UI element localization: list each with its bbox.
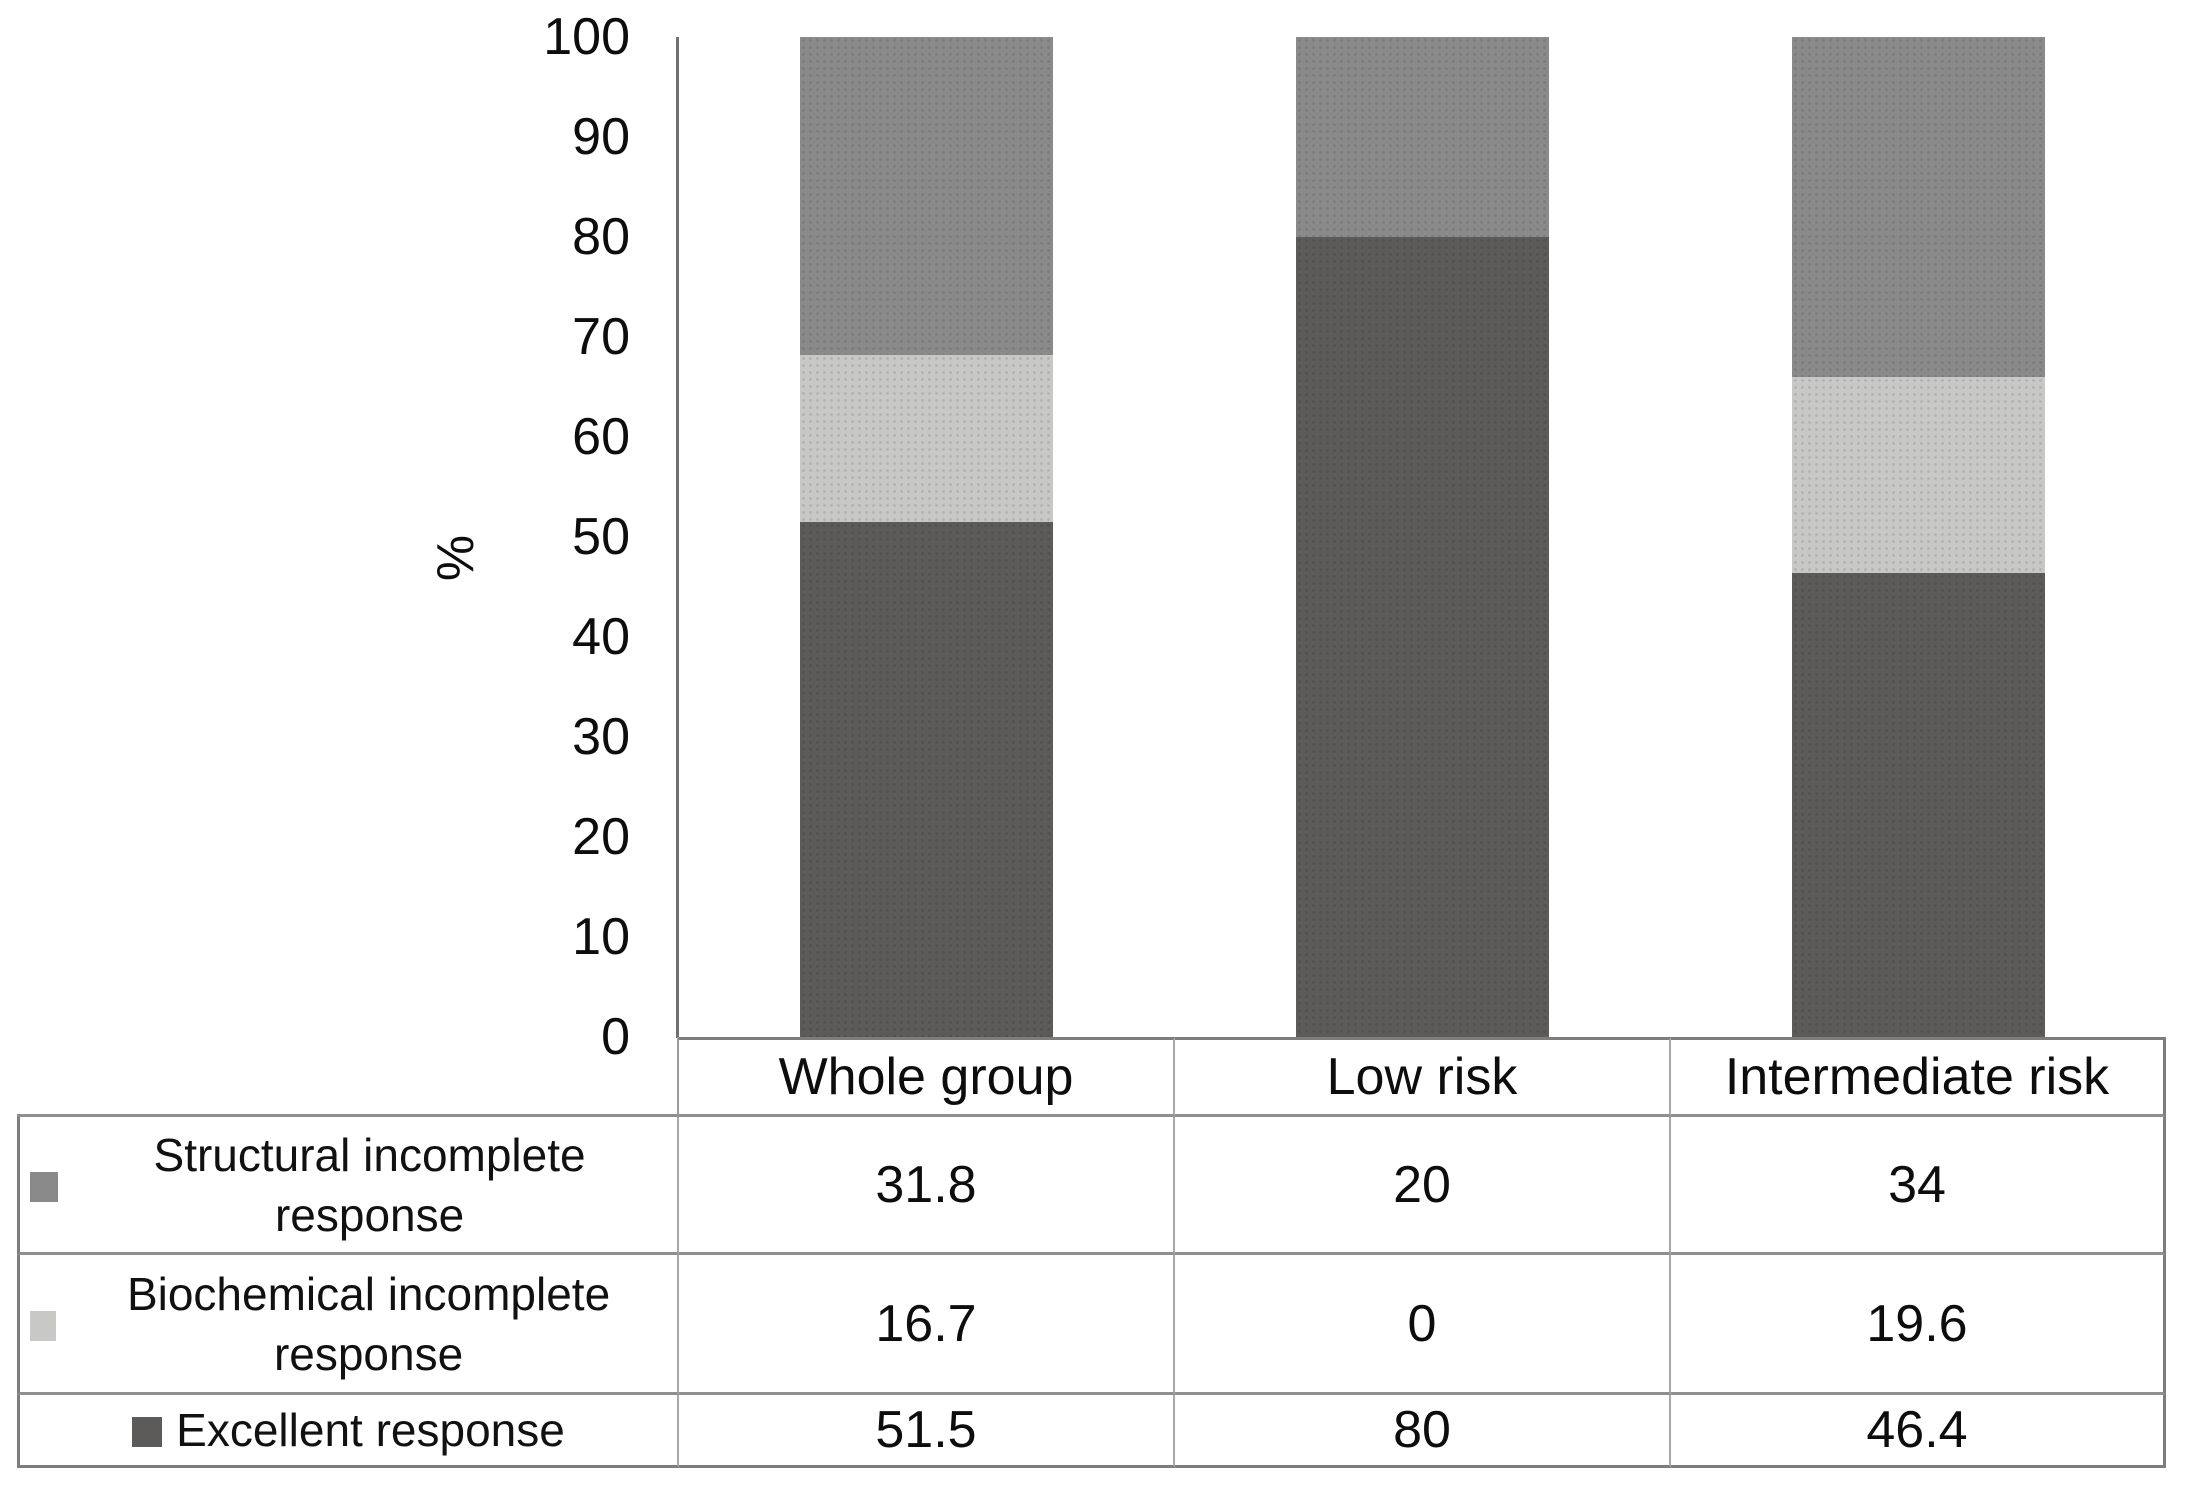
value-label: 80 xyxy=(1393,1401,1451,1459)
value-cell: 16.7 xyxy=(679,1255,1175,1395)
legend-cell: Excellent response xyxy=(17,1395,679,1468)
y-tick-label: 70 xyxy=(572,308,630,366)
legend-swatch xyxy=(30,1171,59,1202)
y-tick-label: 100 xyxy=(543,8,630,66)
value-cell: 0 xyxy=(1175,1255,1671,1395)
value-label: 0 xyxy=(1407,1294,1437,1353)
legend-cell: Biochemical incomplete response xyxy=(17,1255,679,1395)
table-corner-empty-cell xyxy=(17,1037,679,1117)
value-cell: 31.8 xyxy=(679,1117,1175,1255)
bar-segment xyxy=(1791,573,2045,1037)
y-tick-label: 90 xyxy=(572,108,630,166)
value-cell: 34 xyxy=(1671,1117,2166,1255)
data-table: Whole group Low risk Intermediate risk Stru… xyxy=(17,1037,2166,1468)
legend-label: Excellent response xyxy=(176,1404,565,1456)
value-label: 34 xyxy=(1888,1155,1946,1214)
value-label: 16.7 xyxy=(875,1294,977,1353)
value-label: 19.6 xyxy=(1866,1294,1968,1353)
value-cell: 46.4 xyxy=(1671,1395,2166,1468)
value-label: 46.4 xyxy=(1866,1401,1968,1459)
value-cell: 20 xyxy=(1175,1117,1671,1255)
stacked-bar-whole-group xyxy=(800,37,1054,1037)
value-cell: 51.5 xyxy=(679,1395,1175,1468)
category-header-label: Intermediate risk xyxy=(1724,1048,2110,1106)
value-cell: 80 xyxy=(1175,1395,1671,1468)
legend-swatch xyxy=(132,1417,163,1447)
y-tick-label: 30 xyxy=(572,708,630,766)
category-header-label: Low risk xyxy=(1326,1048,1518,1106)
stacked-bar-low-risk xyxy=(1296,37,1549,1037)
category-header-cell: Intermediate risk xyxy=(1671,1037,2166,1117)
legend-label: Biochemical incomplete response xyxy=(126,1267,611,1380)
bar-segment xyxy=(800,355,1054,522)
value-label: 31.8 xyxy=(875,1155,977,1214)
y-tick-label: 80 xyxy=(572,208,630,266)
y-tick-label: 60 xyxy=(572,408,630,466)
stacked-bar-intermediate-risk xyxy=(1791,37,2045,1037)
legend-cell: Structural incomplete response xyxy=(17,1117,679,1255)
legend-swatch xyxy=(30,1310,57,1341)
category-header-label: Whole group xyxy=(778,1048,1074,1106)
bar-segment xyxy=(800,522,1054,1037)
y-axis-line xyxy=(676,37,679,1038)
value-label: 20 xyxy=(1393,1155,1451,1214)
bar-segment xyxy=(1296,237,1549,1037)
bar-segment xyxy=(1296,37,1549,237)
y-tick-label: 50 xyxy=(572,508,630,566)
bar-segment xyxy=(1791,377,2045,573)
y-tick-label: 0 xyxy=(601,1008,630,1066)
category-header-cell: Whole group xyxy=(679,1037,1175,1117)
y-tick-label: 20 xyxy=(572,808,630,866)
y-tick-label: 40 xyxy=(572,608,630,666)
bar-segment xyxy=(1791,37,2045,377)
value-label: 51.5 xyxy=(875,1401,977,1459)
y-tick-label: 10 xyxy=(572,908,630,966)
value-cell: 19.6 xyxy=(1671,1255,2166,1395)
category-header-cell: Low risk xyxy=(1175,1037,1671,1117)
legend-label: Structural incomplete response xyxy=(153,1128,586,1241)
bar-segment xyxy=(800,37,1054,355)
